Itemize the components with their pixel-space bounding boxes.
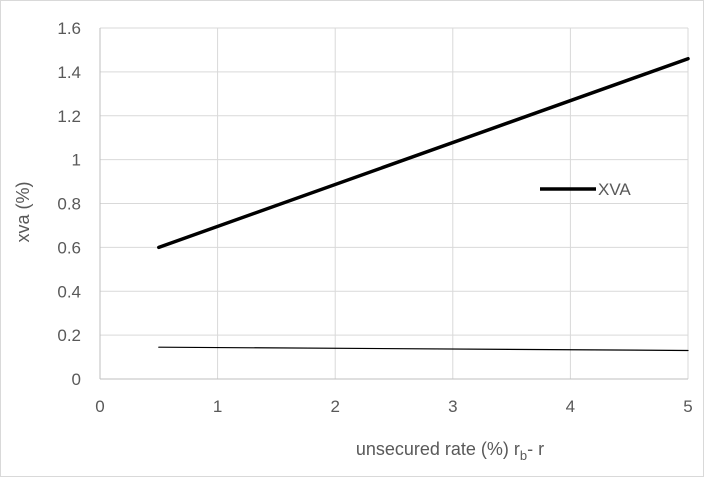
series-line-xva xyxy=(157,56,690,250)
y-tick-label: 0.2 xyxy=(57,326,81,345)
x-tick-label: 4 xyxy=(566,397,575,416)
y-tick-label: 0.8 xyxy=(57,195,81,214)
y-tick-label: 0.6 xyxy=(57,238,81,257)
x-tick-label: 1 xyxy=(213,397,222,416)
axes xyxy=(99,28,688,380)
y-tick-label: 1.4 xyxy=(57,63,81,82)
series-lines xyxy=(157,56,690,352)
y-tick-label: 0.4 xyxy=(57,282,81,301)
x-axis-label: unsecured rate (%) rb- r xyxy=(356,439,544,463)
y-tick-label: 1.2 xyxy=(57,107,81,126)
y-tick-label: 1.6 xyxy=(57,19,81,38)
x-tick-label: 0 xyxy=(95,397,104,416)
x-tick-label: 3 xyxy=(448,397,457,416)
x-axis-label-suffix: - r xyxy=(527,439,544,459)
x-tick-label: 2 xyxy=(330,397,339,416)
tick-labels: 0 0.2 0.4 0.6 0.8 1 1.2 1.4 1.6 0 1 2 3 4 5 xyxy=(57,19,692,416)
series-line-secondary xyxy=(158,346,689,352)
legend: XVA xyxy=(540,180,631,199)
gridlines xyxy=(100,27,689,379)
x-tick-label: 5 xyxy=(683,397,692,416)
x-axis-label-main: unsecured rate (%) r xyxy=(356,439,520,459)
legend-label-xva: XVA xyxy=(598,180,631,199)
y-axis-label: xva (%) xyxy=(13,181,33,242)
y-tick-label: 0 xyxy=(72,370,81,389)
x-axis-label-subscript: b xyxy=(520,448,527,463)
y-tick-label: 1 xyxy=(72,151,81,170)
